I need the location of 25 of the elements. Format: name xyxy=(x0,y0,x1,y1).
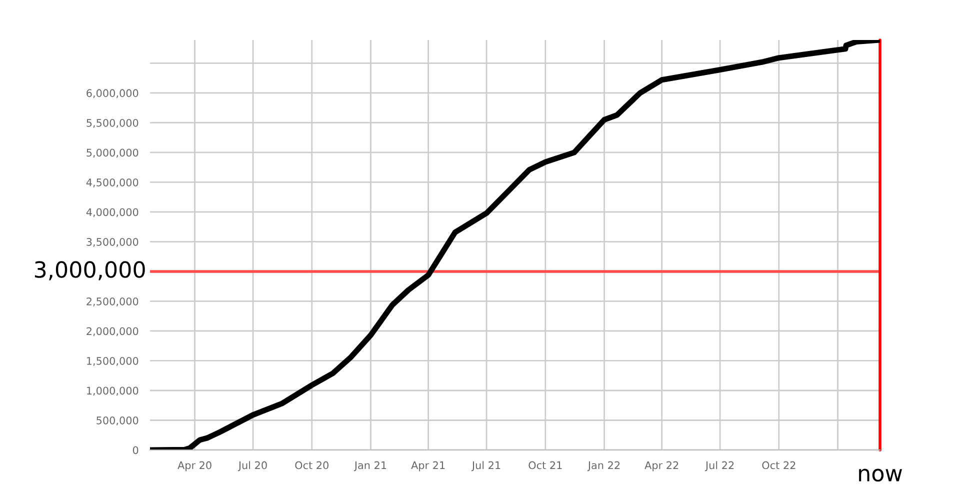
y-tick-label: 1,000,000 xyxy=(87,386,138,396)
x-tick-label: Apr 21 xyxy=(411,461,445,472)
x-tick-label: Apr 20 xyxy=(178,461,212,472)
y-tick-label: 5,000,000 xyxy=(86,148,138,158)
y-tick-label: 6,000,000 xyxy=(86,89,138,98)
y-tick-label: 4,000,000 xyxy=(86,208,138,218)
x-tick-label: Jul 20 xyxy=(238,461,267,472)
ref-line-label: now xyxy=(859,468,902,482)
x-tick-label: Oct 22 xyxy=(762,461,796,470)
ref-line-label: 3,000,000 xyxy=(34,261,145,280)
x-tick-label: Jul 21 xyxy=(471,461,500,472)
x-tick-label: Jul 22 xyxy=(704,461,734,472)
y-tick-label: 2,500,000 xyxy=(86,297,138,306)
y-tick-label: 4,500,000 xyxy=(86,178,138,188)
y-tick-label: 2,000,000 xyxy=(86,327,138,336)
y-tick-label: 3,500,000 xyxy=(86,238,138,247)
x-tick-label: Apr 22 xyxy=(644,461,678,472)
x-tick-label: Jan 21 xyxy=(354,461,386,472)
y-tick-label: 5,500,000 xyxy=(86,118,138,128)
x-tick-label: Oct 20 xyxy=(295,461,328,470)
y-tick-label: 1,500,000 xyxy=(87,356,138,366)
y-tick-label: 500,000 xyxy=(96,416,138,426)
y-tick-label: 0 xyxy=(132,446,138,454)
x-tick-label: Jan 22 xyxy=(587,461,620,472)
x-tick-label: Oct 21 xyxy=(528,461,562,470)
